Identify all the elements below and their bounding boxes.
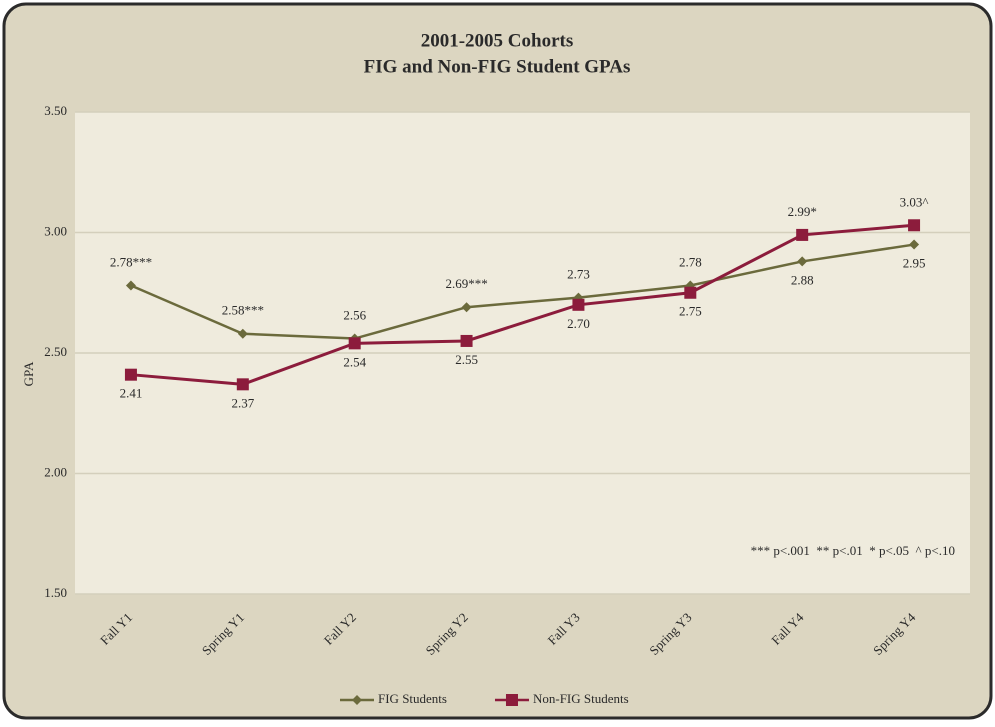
y-tick-label: 3.00 [44,223,67,238]
marker [461,302,472,313]
marker [908,219,921,232]
data-label: 2.99* [788,204,817,219]
data-label: 2.69*** [445,276,487,291]
y-tick-label: 2.00 [44,464,67,479]
legend-marker [352,695,362,705]
marker [125,280,136,291]
data-label: 2.37 [231,395,254,410]
data-label: 2.55 [455,352,478,367]
data-label: 3.03^ [900,194,929,209]
data-label: 2.78*** [110,255,152,270]
chart-title: 2001-2005 Cohorts [421,30,574,51]
y-tick-label: 2.50 [44,344,67,359]
chart-subtitle: FIG and Non-FIG Student GPAs [364,56,631,77]
marker [236,378,249,391]
data-label: 2.88 [791,272,814,287]
data-label: 2.70 [567,316,590,331]
marker [796,228,809,241]
data-label: 2.78 [679,255,702,270]
data-label: 2.54 [343,354,366,369]
legend-label: FIG Students [378,691,447,706]
marker [237,328,248,339]
marker [797,256,808,267]
series-line [130,243,915,340]
y-tick-label: 1.50 [44,585,67,600]
data-label: 2.41 [120,386,143,401]
data-label: 2.73 [567,267,590,282]
marker [572,298,585,311]
data-label: 2.95 [903,256,926,271]
marker [460,334,473,347]
legend-marker [505,694,518,706]
y-tick-label: 3.50 [44,103,67,118]
data-label: 2.58*** [222,303,264,318]
marker [684,286,697,299]
legend-label: Non-FIG Students [533,691,629,706]
data-label: 2.56 [343,308,366,323]
data-label: 2.75 [679,304,702,319]
series-line [130,223,915,386]
marker [124,368,137,381]
marker [909,239,920,250]
annotation: *** p<.001 ** p<.01 * p<.05 ^ p<.10 [751,543,955,558]
y-axis-label: GPA [21,361,36,386]
marker [348,337,361,350]
